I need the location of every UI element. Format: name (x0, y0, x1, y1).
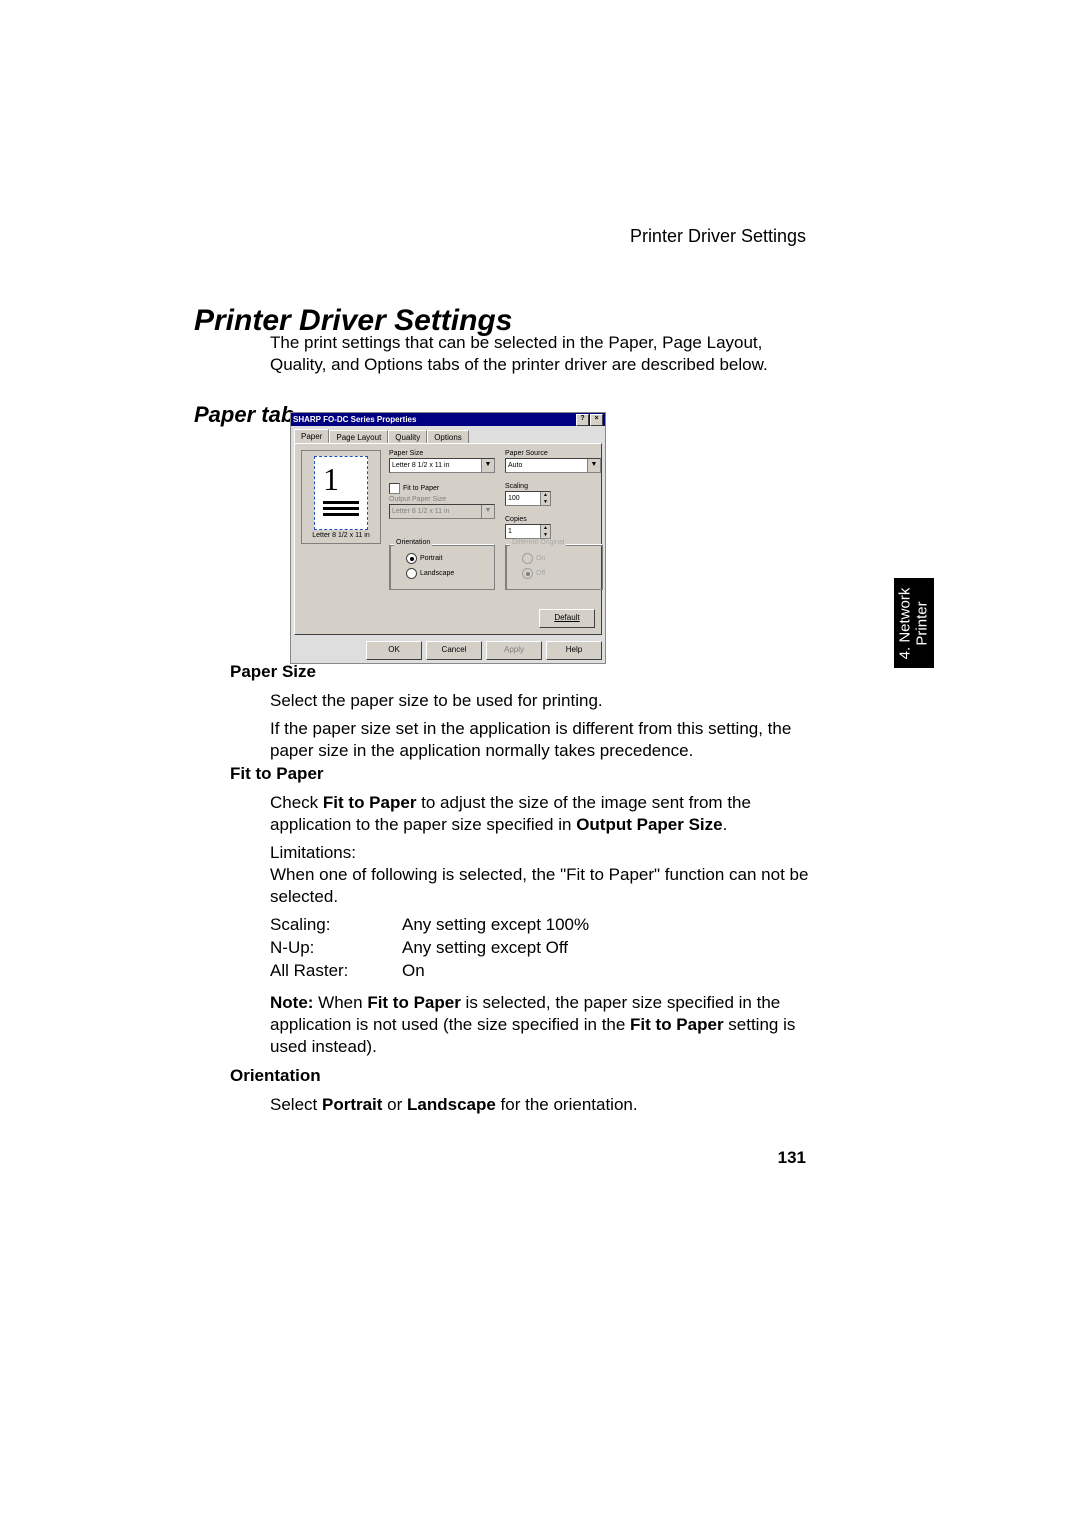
dof-on-label: On (536, 555, 545, 562)
limitations-table: Scaling: Any setting except 100% N-Up: A… (270, 914, 589, 983)
preview-numeral: 1 (323, 463, 339, 495)
running-head: Printer Driver Settings (630, 226, 806, 247)
table-row: N-Up: Any setting except Off (270, 937, 589, 960)
portrait-label: Portrait (420, 555, 443, 562)
section-thumb-tab: 4. Network Printer (894, 578, 934, 668)
paper-size-value: Letter 8 1/2 x 11 in (390, 459, 481, 472)
dropdown-arrow-icon: ▼ (587, 459, 600, 472)
preview-caption: Letter 8 1/2 x 11 in (302, 532, 380, 539)
paper-source-value: Auto (506, 459, 587, 472)
dof-off-label: Off (536, 570, 545, 577)
cancel-button[interactable]: Cancel (426, 641, 482, 660)
dropdown-arrow-icon: ▼ (481, 505, 494, 518)
paper-size-label: Paper Size (389, 450, 495, 457)
orientation-legend: Orientation (394, 539, 432, 546)
output-paper-size-label: Output Paper Size (389, 496, 495, 503)
side-tab-line1: 4. Network (897, 587, 914, 659)
ok-button[interactable]: OK (366, 641, 422, 660)
dropdown-arrow-icon: ▼ (481, 459, 494, 472)
subsection-paper-tab: Paper tab (194, 402, 294, 428)
paper-size-heading: Paper Size (230, 662, 316, 682)
dof-legend: Different Original (510, 539, 566, 546)
scaling-value: 100 (506, 492, 540, 505)
dialog-tabs: Paper Page Layout Quality Options (291, 426, 605, 443)
side-tab-line2: Printer (913, 601, 930, 645)
table-row: All Raster: On (270, 960, 589, 983)
output-paper-size-select: Letter 8 1/2 x 11 in ▼ (389, 504, 495, 519)
orientation-heading: Orientation (230, 1066, 321, 1086)
dialog-title: SHARP FO-DC Series Properties (293, 415, 416, 424)
dof-on-radio (522, 553, 533, 564)
dialog-body: 1 Letter 8 1/2 x 11 in Paper Size Letter… (294, 443, 602, 635)
spin-down-icon[interactable]: ▼ (540, 532, 550, 539)
dof-off-radio (522, 568, 533, 579)
dialog-button-row: OK Cancel Apply Help (291, 638, 605, 663)
copies-label: Copies (505, 516, 601, 523)
titlebar-help-button[interactable]: ? (576, 414, 589, 426)
preview-page: 1 (314, 456, 368, 530)
printer-properties-dialog: SHARP FO-DC Series Properties ? × Paper … (290, 412, 606, 664)
different-original-group: Different Original On Off (505, 544, 603, 590)
portrait-radio[interactable] (406, 553, 417, 564)
paper-size-p1: Select the paper size to be used for pri… (270, 690, 810, 712)
scaling-label: Scaling (505, 483, 601, 490)
intro-paragraph: The print settings that can be selected … (270, 332, 800, 376)
tab-options[interactable]: Options (427, 430, 469, 444)
fit-to-paper-checkbox[interactable] (389, 483, 400, 494)
output-paper-size-value: Letter 8 1/2 x 11 in (390, 505, 481, 518)
paper-source-select[interactable]: Auto ▼ (505, 458, 601, 473)
fit-to-paper-heading: Fit to Paper (230, 764, 324, 784)
help-button[interactable]: Help (546, 641, 602, 660)
paper-size-select[interactable]: Letter 8 1/2 x 11 in ▼ (389, 458, 495, 473)
landscape-radio[interactable] (406, 568, 417, 579)
fit-to-paper-label: Fit to Paper (403, 485, 439, 492)
orientation-p: Select Portrait or Landscape for the ori… (270, 1094, 810, 1116)
default-button[interactable]: Default (539, 609, 595, 628)
dialog-titlebar: SHARP FO-DC Series Properties ? × (291, 413, 605, 426)
landscape-label: Landscape (420, 570, 454, 577)
apply-button: Apply (486, 641, 542, 660)
copies-value: 1 (506, 525, 540, 538)
tab-quality[interactable]: Quality (388, 430, 427, 444)
titlebar-close-button[interactable]: × (590, 414, 603, 426)
tab-page-layout[interactable]: Page Layout (329, 430, 388, 444)
paper-size-p2: If the paper size set in the application… (270, 718, 810, 762)
copies-spinner[interactable]: 1 ▲▼ (505, 524, 551, 539)
page-preview: 1 Letter 8 1/2 x 11 in (301, 450, 381, 544)
fit-to-paper-note: Note: When Fit to Paper is selected, the… (270, 992, 810, 1058)
document-page: Printer Driver Settings Printer Driver S… (0, 0, 1080, 1528)
paper-source-label: Paper Source (505, 450, 601, 457)
orientation-group: Orientation Portrait Landscape (389, 544, 495, 590)
fit-to-paper-p1: Check Fit to Paper to adjust the size of… (270, 792, 810, 836)
tab-paper[interactable]: Paper (294, 429, 329, 443)
fit-to-paper-limitations: Limitations: When one of following is se… (270, 842, 810, 908)
spin-down-icon[interactable]: ▼ (540, 499, 550, 506)
page-number: 131 (778, 1148, 806, 1168)
scaling-spinner[interactable]: 100 ▲▼ (505, 491, 551, 506)
table-row: Scaling: Any setting except 100% (270, 914, 589, 937)
